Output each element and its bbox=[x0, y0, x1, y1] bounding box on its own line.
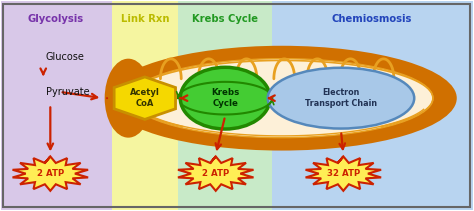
Ellipse shape bbox=[131, 59, 433, 138]
Bar bbox=[178, 1, 273, 210]
Ellipse shape bbox=[105, 59, 152, 138]
Text: Krebs
Cycle: Krebs Cycle bbox=[211, 88, 239, 108]
Bar bbox=[273, 1, 474, 210]
Text: Glucose: Glucose bbox=[46, 52, 84, 62]
Text: Chemiosmosis: Chemiosmosis bbox=[331, 14, 412, 24]
Polygon shape bbox=[178, 156, 254, 191]
Text: 32 ATP: 32 ATP bbox=[327, 169, 360, 178]
Text: Glycolysis: Glycolysis bbox=[28, 14, 84, 24]
Text: Electron
Transport Chain: Electron Transport Chain bbox=[305, 88, 377, 108]
Bar bbox=[112, 1, 178, 210]
Text: Acetyl
CoA: Acetyl CoA bbox=[130, 88, 160, 108]
Ellipse shape bbox=[180, 67, 270, 129]
Text: Pyruvate: Pyruvate bbox=[46, 87, 89, 97]
Ellipse shape bbox=[268, 68, 414, 128]
Polygon shape bbox=[12, 156, 88, 191]
Text: 2 ATP: 2 ATP bbox=[202, 169, 229, 178]
Text: Link Rxn: Link Rxn bbox=[120, 14, 169, 24]
Text: Krebs Cycle: Krebs Cycle bbox=[192, 14, 258, 24]
Polygon shape bbox=[114, 77, 175, 119]
Ellipse shape bbox=[107, 46, 457, 151]
Bar bbox=[0, 1, 112, 210]
Text: 2 ATP: 2 ATP bbox=[36, 169, 64, 178]
Polygon shape bbox=[306, 156, 381, 191]
